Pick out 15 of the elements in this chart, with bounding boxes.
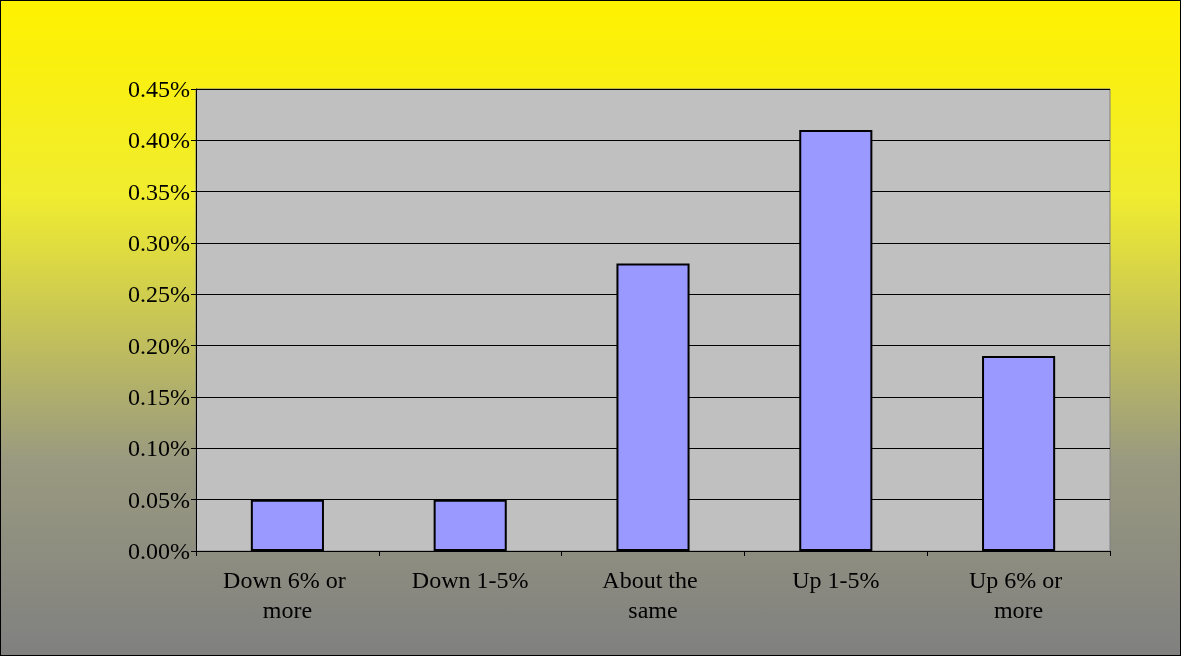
y-tick-label: 0.20% [128,332,190,359]
x-tick-label: Up 6% or more [968,567,1069,623]
y-tick-label: 0.45% [128,76,190,102]
y-tick-label: 0.10% [128,435,190,462]
y-tick-label: 0.25% [128,281,190,308]
y-tick-label: 0.40% [128,127,190,154]
y-tick-label: 0.35% [128,178,190,205]
y-tick-label: 0.00% [128,538,190,564]
x-tick-label: Down 1-5% [411,567,529,593]
y-tick-label: 0.15% [128,384,190,410]
x-tick-label: Up 1-5% [792,567,880,593]
x-tick-label: Down 6% or more [223,567,352,623]
y-tick-label: 0.30% [128,230,190,256]
y-tick-label: 0.05% [128,486,190,513]
x-tick-label: About the same [602,567,704,623]
